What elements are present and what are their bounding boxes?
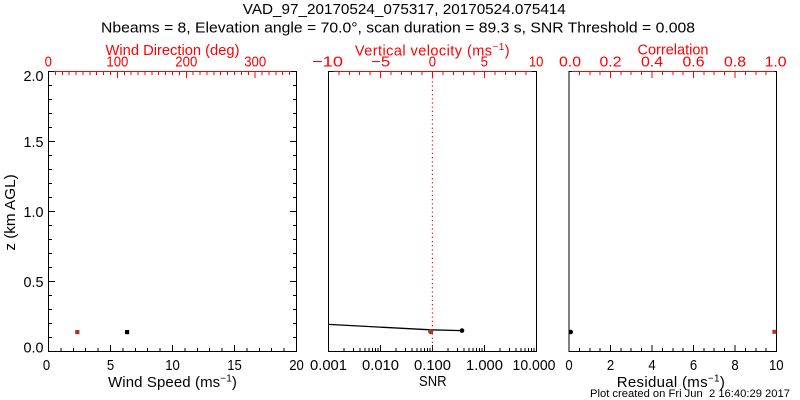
svg-text:Plot created on Fri Jun 2 16:: Plot created on Fri Jun 2 16:40:29 2017 <box>590 388 790 400</box>
svg-text:0.5: 0.5 <box>24 275 44 291</box>
svg-text:−5: −5 <box>371 54 390 70</box>
svg-text:15: 15 <box>227 358 242 374</box>
svg-text:Residual (ms−1): Residual (ms−1) <box>617 373 725 391</box>
svg-text:1.0: 1.0 <box>765 54 787 70</box>
svg-text:z (km AGL): z (km AGL) <box>2 174 19 250</box>
svg-text:0.010: 0.010 <box>362 358 399 374</box>
svg-text:4: 4 <box>648 358 655 374</box>
svg-text:SNR: SNR <box>419 373 447 390</box>
svg-text:0.4: 0.4 <box>641 54 663 70</box>
svg-text:0: 0 <box>45 54 52 70</box>
svg-text:0.001: 0.001 <box>310 358 347 374</box>
svg-text:0.2: 0.2 <box>600 54 622 70</box>
svg-text:2.0: 2.0 <box>24 69 44 85</box>
svg-text:0: 0 <box>43 358 50 374</box>
svg-text:5: 5 <box>481 54 488 70</box>
svg-text:8: 8 <box>731 358 738 374</box>
svg-text:5: 5 <box>107 358 114 374</box>
svg-text:0: 0 <box>565 358 572 374</box>
svg-text:VAD_97_20170524_075317, 201705: VAD_97_20170524_075317, 20170524.075414 <box>243 1 566 18</box>
svg-text:1.0: 1.0 <box>24 205 44 221</box>
svg-text:0.8: 0.8 <box>724 54 746 70</box>
svg-text:0: 0 <box>429 54 436 70</box>
svg-text:300: 300 <box>244 54 266 70</box>
svg-text:200: 200 <box>175 54 197 70</box>
svg-text:0.100: 0.100 <box>414 358 451 374</box>
svg-text:6: 6 <box>690 358 697 374</box>
svg-text:10: 10 <box>769 358 784 374</box>
svg-text:0.0: 0.0 <box>24 340 44 356</box>
svg-text:100: 100 <box>106 54 128 70</box>
svg-text:10: 10 <box>529 54 544 70</box>
svg-text:Nbeams = 8, Elevation angle =: Nbeams = 8, Elevation angle = 70.0°, sca… <box>101 20 695 37</box>
svg-text:2: 2 <box>607 358 614 374</box>
svg-text:Wind Speed (ms−1): Wind Speed (ms−1) <box>108 373 237 391</box>
svg-text:0.0: 0.0 <box>559 54 581 70</box>
svg-text:1.5: 1.5 <box>24 135 44 151</box>
svg-text:10.000: 10.000 <box>513 358 556 374</box>
svg-text:1.000: 1.000 <box>466 358 503 374</box>
svg-text:20: 20 <box>289 358 304 374</box>
svg-text:0.6: 0.6 <box>683 54 705 70</box>
svg-text:10: 10 <box>165 358 180 374</box>
svg-text:−10: −10 <box>312 54 343 70</box>
svg-text:Wind Direction (deg): Wind Direction (deg) <box>106 43 240 59</box>
svg-text:Vertical velocity (ms−1): Vertical velocity (ms−1) <box>355 42 510 60</box>
svg-text:Correlation: Correlation <box>638 43 709 59</box>
